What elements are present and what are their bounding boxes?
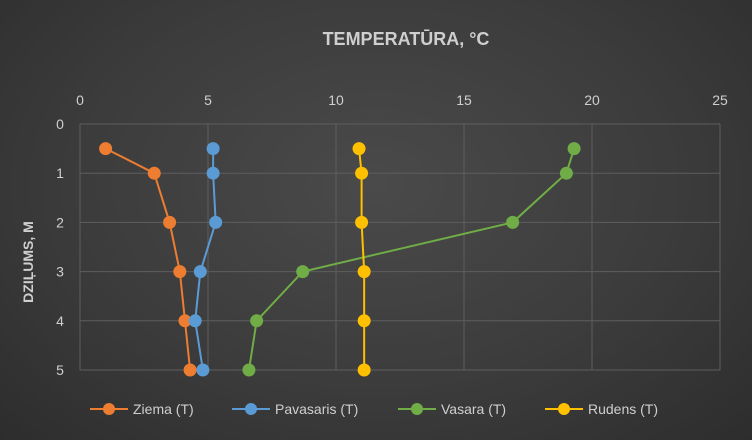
y-tick-label: 1	[56, 165, 64, 181]
x-tick-label: 5	[204, 92, 212, 108]
y-axis-title: DZIĻUMS, M	[20, 221, 36, 303]
data-point	[99, 142, 113, 156]
data-point	[296, 265, 310, 279]
data-point	[183, 363, 197, 377]
data-point	[357, 265, 371, 279]
x-tick-label: 15	[456, 92, 472, 108]
data-point	[357, 314, 371, 328]
legend-label: Pavasaris (T)	[275, 401, 358, 417]
series-group	[352, 142, 371, 377]
series-layer	[99, 142, 581, 377]
legend-item: Vasara (T)	[398, 401, 506, 417]
legend-label: Rudens (T)	[588, 401, 658, 417]
x-tick-label: 20	[584, 92, 600, 108]
y-tick-label: 3	[56, 264, 64, 280]
data-point	[206, 166, 220, 180]
data-point	[193, 265, 207, 279]
legend-item: Pavasaris (T)	[232, 401, 358, 417]
data-point	[209, 215, 223, 229]
data-point	[355, 166, 369, 180]
legend-label: Vasara (T)	[441, 401, 506, 417]
series-line	[105, 147, 192, 371]
axes: 0 5 10 15 20 25 0 1 2 3 4 5	[56, 92, 728, 378]
series-group	[242, 142, 581, 377]
series-line	[247, 148, 576, 371]
data-point	[567, 142, 581, 156]
y-tick-label: 0	[56, 116, 64, 132]
series-line	[194, 148, 217, 371]
legend-dot-marker	[103, 403, 115, 415]
grid	[79, 123, 721, 371]
data-point	[242, 363, 256, 377]
legend-dot-marker	[411, 403, 423, 415]
data-point	[196, 363, 210, 377]
legend-item: Ziema (T)	[90, 401, 194, 417]
data-point	[355, 215, 369, 229]
y-tick-label: 4	[56, 313, 64, 329]
data-point	[352, 142, 366, 156]
data-point	[559, 166, 573, 180]
data-point	[173, 265, 187, 279]
legend-dot-marker	[245, 403, 257, 415]
data-point	[188, 314, 202, 328]
x-tick-label: 10	[328, 92, 344, 108]
series-line	[358, 148, 366, 370]
legend: Ziema (T) Pavasaris (T) Vasara (T) Rudens (…	[90, 401, 658, 417]
data-point	[147, 166, 161, 180]
data-point	[163, 215, 177, 229]
x-tick-label: 25	[712, 92, 728, 108]
x-tick-label: 0	[76, 92, 84, 108]
legend-label: Ziema (T)	[133, 401, 194, 417]
legend-dot-marker	[558, 403, 570, 415]
data-point	[506, 215, 520, 229]
data-point	[357, 363, 371, 377]
chart-title: TEMPERATŪRA, °C	[323, 29, 490, 49]
y-tick-label: 2	[56, 214, 64, 230]
y-tick-label: 5	[56, 362, 64, 378]
series-group	[188, 142, 223, 377]
data-point	[206, 142, 220, 156]
series-group	[99, 142, 197, 377]
legend-item: Rudens (T)	[545, 401, 658, 417]
data-point	[250, 314, 264, 328]
